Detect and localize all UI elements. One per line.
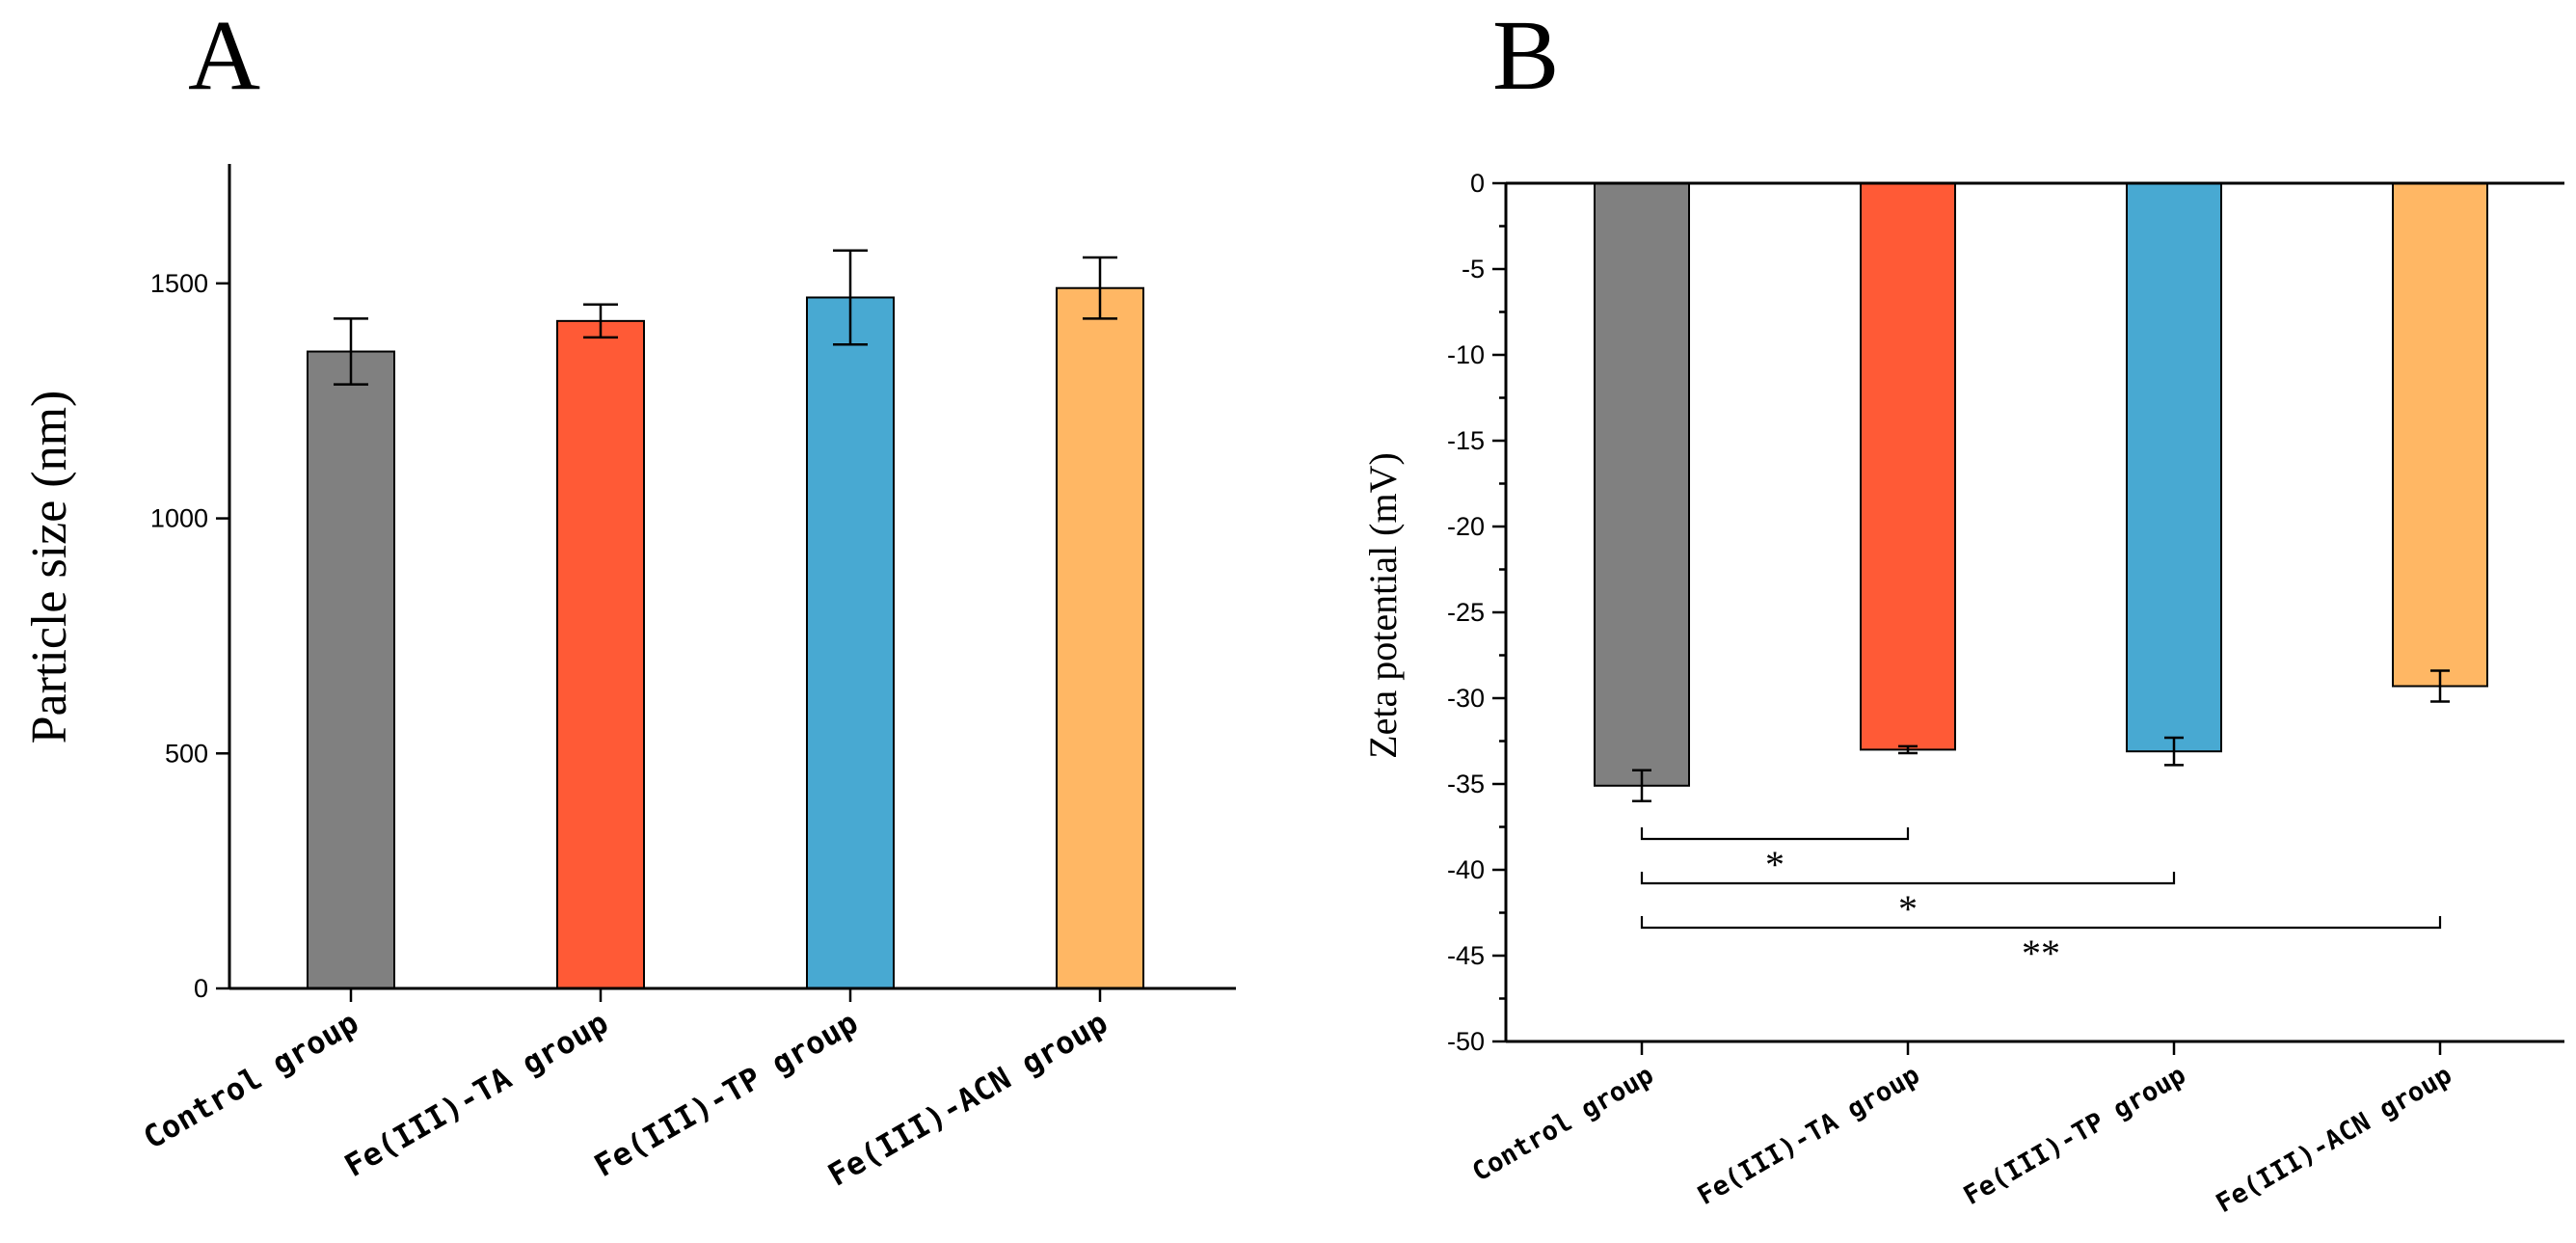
x-tick-label-0: Control group	[1467, 1060, 1659, 1188]
x-tick-label-2: Fe(III)-TP group	[588, 1004, 864, 1184]
bar-1	[1860, 182, 1956, 751]
x-tick-label-3: Fe(III)-ACN group	[2212, 1060, 2457, 1219]
error-bar-3	[2430, 669, 2450, 703]
bar-2	[2126, 182, 2222, 753]
y-tick-label-8: -40	[1447, 855, 1485, 884]
significance-label-2: **	[2022, 932, 2060, 975]
error-bar-2	[2164, 736, 2184, 767]
significance-bracket-2	[1640, 916, 2442, 930]
bars-a	[307, 249, 1144, 990]
error-bar-3	[1083, 256, 1117, 320]
y-tick-label-0: 0	[194, 974, 208, 1003]
y-axis-label-b: Zeta potential (mV)	[1361, 452, 1405, 759]
bar-3	[2392, 182, 2488, 688]
y-tick-label-3: -15	[1447, 426, 1485, 455]
y-tick-label-2: 1000	[150, 504, 208, 533]
bar-2	[806, 296, 895, 990]
panel-letter-b: B	[1492, 0, 1559, 111]
significance-label-1: *	[1898, 887, 1918, 931]
x-tick-label-2: Fe(III)-TP group	[1959, 1060, 2191, 1211]
error-bar-1	[583, 303, 618, 339]
bars-b	[1594, 182, 2488, 803]
y-tick-label-1: 500	[165, 739, 208, 768]
error-bar-1	[1898, 744, 1918, 755]
bar-3	[1056, 286, 1144, 989]
y-tick-label-5: -25	[1447, 598, 1485, 627]
y-tick-label-7: -35	[1447, 770, 1485, 798]
panel-letter-a: A	[188, 0, 260, 111]
y-tick-label-3: 1500	[150, 269, 208, 298]
significance-brackets: ****	[1640, 827, 2442, 975]
error-bar-0	[1632, 769, 1651, 803]
x-tick-label-0: Control group	[137, 1004, 364, 1156]
chart-panel-b: B Zeta potential (mV) Control group Fe(II…	[1361, 0, 2564, 1219]
error-bar-2	[833, 249, 868, 346]
y-tick-label-6: -30	[1447, 684, 1485, 713]
significance-label-0: *	[1765, 843, 1784, 886]
bar-0	[1594, 182, 1690, 787]
error-bar-0	[334, 317, 368, 386]
y-axis-label-a: Particle size (nm)	[22, 391, 77, 744]
x-tick-label-1: Fe(III)-TA group	[1693, 1060, 1925, 1211]
chart-panel-a: A Particle size (nm) Control groupFe(III…	[22, 0, 1236, 1194]
y-tick-label-0: 0	[1470, 169, 1485, 198]
bar-0	[307, 350, 395, 989]
significance-bracket-1	[1640, 872, 2176, 885]
x-tick-label-1: Fe(III)-TA group	[338, 1004, 614, 1184]
y-tick-label-9: -45	[1447, 941, 1485, 970]
y-tick-label-4: -20	[1447, 512, 1485, 541]
y-tick-label-10: -50	[1447, 1027, 1485, 1056]
y-tick-label-2: -10	[1447, 340, 1485, 369]
significance-bracket-0	[1640, 827, 1910, 841]
bar-1	[556, 319, 645, 989]
y-tick-label-1: -5	[1462, 255, 1485, 284]
x-tick-label-3: Fe(III)-ACN group	[821, 1004, 1114, 1194]
